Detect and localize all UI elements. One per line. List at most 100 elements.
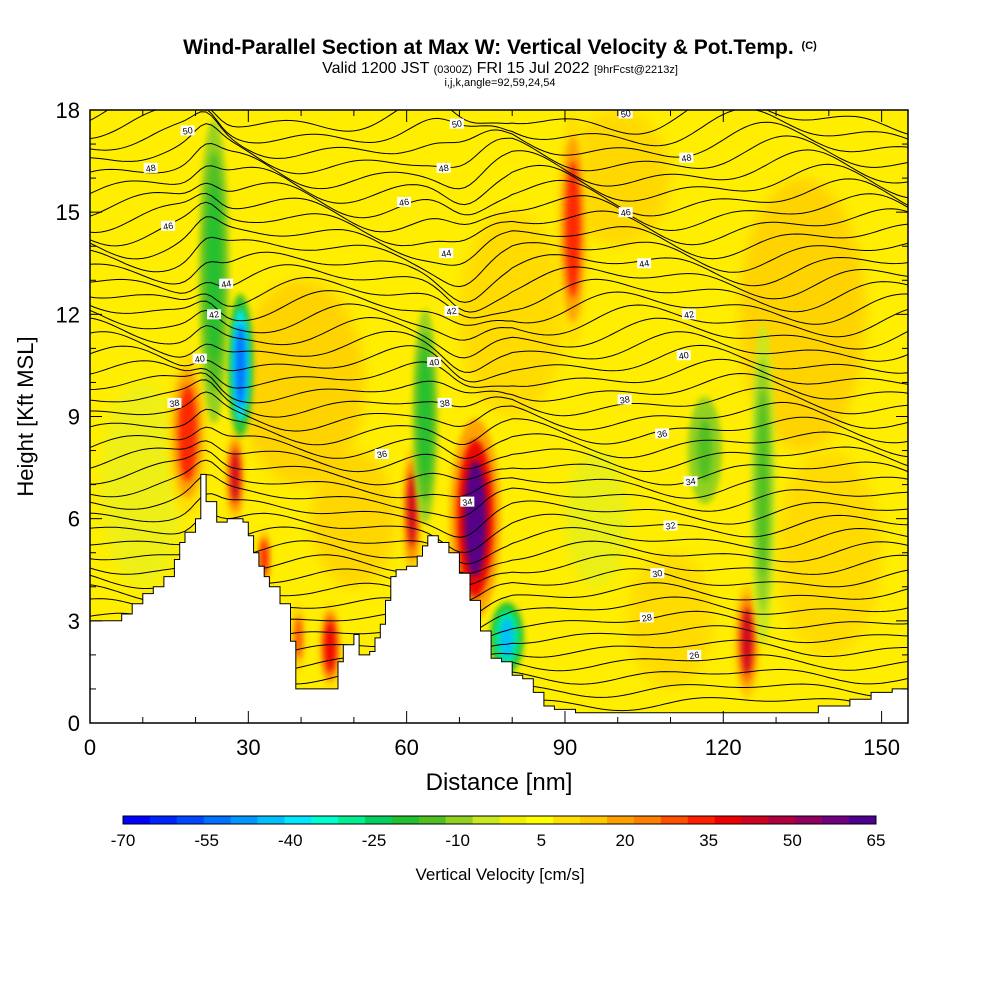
colorbar-tick-label: 5 (537, 831, 546, 850)
contour-label-text: 42 (208, 309, 220, 321)
colorbar-swatch (418, 816, 447, 824)
theta-contours (90, 110, 908, 718)
contour-label-bg (449, 118, 464, 129)
contour-label-text: 44 (220, 278, 232, 290)
contour-label: 38 (167, 398, 182, 409)
contour-label-text: 44 (441, 248, 453, 260)
colorbar-tick-label: -55 (194, 831, 219, 850)
colorbar-tick-label: -25 (362, 831, 387, 850)
updraft-core (294, 617, 303, 659)
contour-label-text: 38 (439, 398, 451, 410)
updraft-core (324, 620, 336, 673)
colorbar-swatch (499, 816, 527, 824)
contour-label-text: 46 (162, 220, 174, 232)
colorbar-tick-label: -10 (445, 831, 470, 850)
field-patch (776, 450, 882, 655)
theta-contour-line (90, 303, 908, 341)
updraft-core (230, 450, 240, 503)
contour-label: 34 (460, 496, 475, 508)
theta-contour-line (90, 474, 908, 519)
field-patch (564, 450, 629, 587)
contour-label-text: 32 (665, 520, 677, 532)
colorbar-swatch (338, 816, 366, 824)
contour-label-bg (436, 162, 451, 173)
contour-label-bg (676, 350, 691, 361)
colorbar: -70 -55 -40 -25 -10 5 20 35 50 65 Vertical Velocit… (111, 815, 886, 884)
colorbar-swatch (176, 816, 205, 824)
contour-label-bg (180, 125, 195, 136)
theta-contour-line (90, 358, 908, 389)
contour-label-text: 42 (683, 309, 695, 321)
colorbar-swatch (311, 816, 339, 824)
colorbar-label: Vertical Velocity [cm/s] (415, 865, 584, 884)
contour-label: 40 (427, 357, 442, 369)
contour-label-bg (427, 357, 442, 368)
colorbar-swatch (445, 816, 474, 824)
theta-contour-line (90, 330, 908, 373)
contour-label-bg (444, 305, 459, 316)
downdraft-core (697, 419, 713, 482)
theta-contour-line (90, 379, 908, 418)
contour-label-text: 36 (376, 449, 388, 461)
theta-contour-line (90, 111, 908, 159)
contour-label: 48 (436, 162, 451, 175)
theta-contour-line (90, 236, 908, 288)
contour-label: 50 (449, 118, 464, 130)
contour-label: 30 (650, 568, 665, 579)
theta-contour-line (90, 178, 908, 219)
colorbar-swatch (687, 816, 716, 824)
colorbar-swatch (741, 816, 769, 824)
colorbar-tick-label: 35 (699, 831, 718, 850)
contour-label-bg (687, 649, 702, 660)
contour-label-text: 42 (446, 306, 458, 318)
theta-contour-line (90, 459, 908, 499)
theta-contour-line (90, 142, 908, 190)
contour-label: 44 (219, 278, 234, 290)
theta-contour-line (90, 408, 908, 446)
contour-label-text: 40 (428, 357, 440, 369)
contour-label: 46 (618, 207, 633, 219)
contour-label-bg (679, 152, 694, 163)
contour-label-bg (681, 309, 696, 320)
theta-contour-line (90, 512, 908, 554)
contour-label-text: 50 (182, 125, 194, 137)
contour-label-text: 48 (681, 152, 693, 164)
colorbar-tick-label: 50 (783, 831, 802, 850)
theta-contour-line (90, 344, 908, 383)
colorbar-tick-label: 65 (867, 831, 886, 850)
contour-label-text: 46 (398, 197, 410, 209)
contour-label-bg (161, 220, 176, 231)
downdraft-core (419, 354, 431, 479)
downdraft-core (234, 323, 246, 407)
contour-label-bg (683, 476, 698, 487)
theta-contour-labels: 50 48 46 44 42 40 38 36 34 32 30 28 26 34 36 38 38 40 40 42… (143, 108, 702, 662)
colorbar-swatch (633, 816, 662, 824)
theta-contour-line (90, 316, 908, 359)
y-tick-label: 3 (68, 609, 80, 634)
contour-label: 48 (143, 163, 158, 175)
colorbar-swatch (849, 816, 877, 824)
contour-label: 42 (681, 309, 696, 321)
contour-label-bg (460, 496, 475, 507)
colorbar-swatch (365, 816, 393, 824)
contour-label: 48 (679, 152, 694, 164)
colorbar-swatch (768, 816, 796, 824)
colorbar-swatch (149, 816, 178, 824)
contour-label: 40 (676, 350, 691, 361)
theta-contour-line (90, 493, 908, 538)
contour-label-text: 46 (620, 207, 632, 219)
contour-label-text: 26 (689, 650, 701, 662)
colorbar-tick-label: -40 (278, 831, 303, 850)
x-axis-label: Distance [nm] (426, 769, 573, 796)
contour-label: 36 (655, 428, 670, 440)
theta-contour-line (90, 251, 908, 303)
y-axis-label: Height [Kft MSL] (13, 336, 38, 496)
contour-label-bg (207, 309, 222, 320)
updraft-core (741, 608, 753, 675)
contour-label: 28 (639, 612, 654, 624)
colorbar-swatch (660, 816, 689, 824)
contour-label-text: 48 (145, 163, 157, 175)
theta-contour-line (90, 391, 908, 432)
contour-label-text: 48 (438, 163, 450, 175)
y-tick-label: 0 (68, 711, 80, 736)
